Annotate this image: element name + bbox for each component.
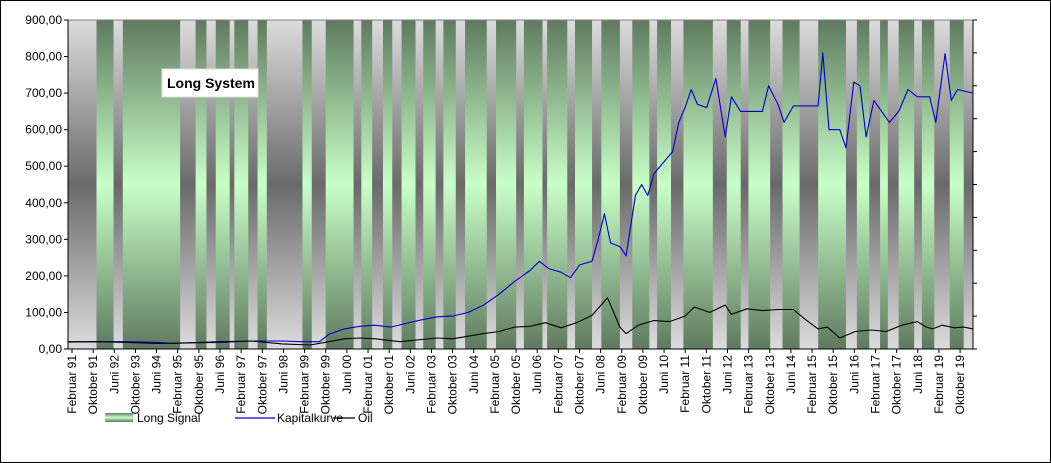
x-tick-label: Juni 10 xyxy=(657,355,671,394)
long-signal-band xyxy=(234,20,249,349)
x-tick-label: Februar 01 xyxy=(361,355,375,414)
legend: Long Signal Kapitalkurve Oil xyxy=(105,411,373,425)
x-tick-label: Juni 18 xyxy=(911,355,925,394)
long-signal-band xyxy=(547,20,568,349)
x-tick-label: Oktober 03 xyxy=(446,355,460,415)
long-signal-band xyxy=(856,20,870,349)
x-tick-label: Februar 07 xyxy=(551,355,565,414)
long-signal-band xyxy=(401,20,416,349)
series-line-oil xyxy=(67,297,974,346)
long-signal-band xyxy=(325,20,354,349)
long-signal-band xyxy=(195,20,207,349)
long-signal-band xyxy=(361,20,373,349)
x-tick-label: Oktober 97 xyxy=(255,355,269,415)
x-tick-label: Juni 00 xyxy=(340,355,354,394)
x-tick-label: Oktober 15 xyxy=(826,355,840,415)
long-signal-band xyxy=(96,20,114,349)
x-tick-label: Februar 13 xyxy=(742,355,756,414)
long-signal-band xyxy=(748,20,771,349)
long-signal-band xyxy=(657,20,672,349)
long-signal-band xyxy=(443,20,456,349)
legend-label-long-signal: Long Signal xyxy=(137,411,200,425)
x-axis: Februar 91 Oktober 91 Juni 92 Oktober 93 Jun… xyxy=(65,348,973,415)
x-tick-label: Juni 98 xyxy=(276,355,290,394)
x-tick-label: Oktober 09 xyxy=(636,355,650,415)
x-tick-label: Oktober 95 xyxy=(192,355,206,415)
y-tick-label: 600,00 xyxy=(25,123,62,137)
y-axis: 900,00 800,00 700,00 600,00 500,00 400,00 300,… xyxy=(25,13,69,356)
long-signal-band xyxy=(683,20,713,349)
y-tick-label: 400,00 xyxy=(25,196,62,210)
series-layer xyxy=(67,52,974,346)
x-tick-label: Juni 08 xyxy=(594,355,608,394)
x-tick-label: Oktober 01 xyxy=(382,355,396,415)
long-signal-band xyxy=(949,20,964,349)
x-tick-label: Februar 09 xyxy=(615,355,629,414)
y-tick-label: 300,00 xyxy=(25,232,62,246)
y-tick-label: 800,00 xyxy=(25,50,62,64)
series-line-kapitalkurve xyxy=(68,52,974,345)
x-tick-label: Februar 05 xyxy=(488,355,502,414)
y-tick-label: 200,00 xyxy=(25,269,62,283)
y-tick-label: 500,00 xyxy=(25,159,62,173)
annotation-box: Long System xyxy=(161,68,259,98)
y-tick-label: 700,00 xyxy=(25,86,62,100)
long-signal-band xyxy=(302,20,312,349)
long-signal-band xyxy=(465,20,487,349)
y-tick-label: 900,00 xyxy=(25,13,62,27)
long-signal-band xyxy=(423,20,436,349)
x-tick-label: Februar 17 xyxy=(869,355,883,414)
x-tick-label: Juni 16 xyxy=(847,355,861,394)
x-tick-label: Oktober 13 xyxy=(763,355,777,415)
x-tick-label: Oktober 19 xyxy=(953,355,967,415)
x-tick-label: Februar 99 xyxy=(298,355,312,414)
x-tick-label: Oktober 91 xyxy=(86,355,100,415)
y-tick-label: 100,00 xyxy=(25,305,62,319)
x-tick-label: Februar 19 xyxy=(932,355,946,414)
long-signal-band xyxy=(601,20,620,349)
long-signal-band xyxy=(382,20,393,349)
x-tick-label: Oktober 93 xyxy=(128,355,142,415)
x-tick-label: Februar 15 xyxy=(805,355,819,414)
x-tick-label: Oktober 11 xyxy=(699,355,713,414)
right-axis xyxy=(972,19,977,350)
x-tick-label: Juni 92 xyxy=(107,355,121,394)
x-tick-label: Oktober 07 xyxy=(572,355,586,415)
y-tick-label: 0,00 xyxy=(39,342,63,356)
x-tick-label: Juni 04 xyxy=(467,355,481,394)
long-signal-band xyxy=(632,20,650,349)
long-signal-band xyxy=(921,20,935,349)
legend-label-kapitalkurve: Kapitalkurve xyxy=(277,411,343,425)
x-tick-label: Juni 96 xyxy=(213,355,227,394)
long-signal-band xyxy=(575,20,593,349)
x-tick-label: Februar 11 xyxy=(678,355,692,413)
x-tick-label: Juni 14 xyxy=(784,355,798,394)
x-tick-label: Oktober 17 xyxy=(890,355,904,415)
x-tick-label: Februar 03 xyxy=(424,355,438,414)
long-signal-band xyxy=(880,20,888,349)
long-signal-band xyxy=(523,20,543,349)
x-tick-label: Februar 95 xyxy=(171,355,185,414)
long-signal-band xyxy=(782,20,800,349)
x-tick-label: Februar 97 xyxy=(234,355,248,414)
x-tick-label: Februar 91 xyxy=(65,355,79,414)
x-tick-label: Juni 94 xyxy=(150,355,164,394)
long-signal-band xyxy=(726,20,741,349)
long-signal-band xyxy=(257,20,267,349)
x-tick-label: Juni 02 xyxy=(403,355,417,394)
legend-label-oil: Oil xyxy=(358,411,373,425)
x-tick-label: Juni 12 xyxy=(720,355,734,394)
annotation-label: Long System xyxy=(167,75,255,91)
long-signal-band xyxy=(215,20,230,349)
long-signal-band xyxy=(818,20,847,349)
long-signal-band xyxy=(496,20,517,349)
x-tick-label: Oktober 99 xyxy=(319,355,333,415)
x-tick-label: Juni 06 xyxy=(530,355,544,394)
x-tick-label: Oktober 05 xyxy=(509,355,523,415)
long-signal-band xyxy=(898,20,915,349)
legend-swatch-long-signal xyxy=(105,413,133,422)
long-signal-bands xyxy=(96,20,964,349)
